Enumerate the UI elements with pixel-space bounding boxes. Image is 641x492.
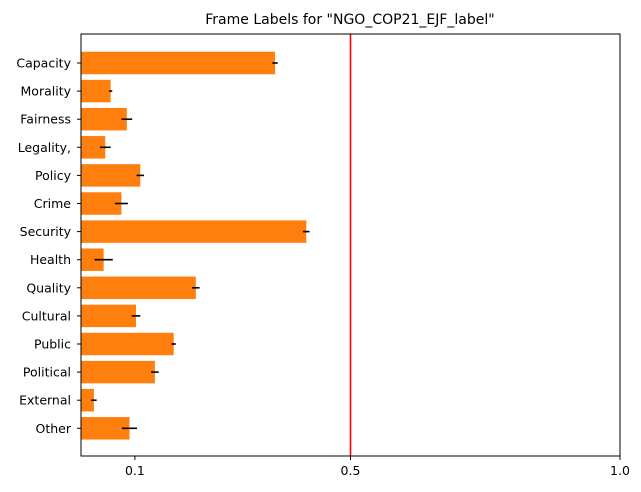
bar-policy (81, 164, 141, 187)
x-tick-label: 1.0 (610, 463, 630, 478)
y-tick-label-cultural: Cultural (22, 308, 71, 323)
y-tick-label-fairness: Fairness (20, 112, 71, 127)
bar-legality (81, 136, 106, 159)
y-tick-label-legality: Legality, (18, 140, 71, 155)
y-tick-label-other: Other (36, 421, 72, 436)
bar-cultural (81, 304, 136, 328)
y-tick-label-external: External (19, 393, 71, 408)
y-tick-label-crime: Crime (34, 196, 72, 211)
error-bars-layer (91, 62, 310, 430)
bar-security (81, 220, 307, 243)
bar-political (81, 360, 155, 384)
bar-external (81, 388, 94, 412)
bar-other (81, 417, 130, 440)
y-tick-label-health: Health (30, 252, 71, 267)
y-tick-label-security: Security (20, 224, 72, 239)
bar-fairness (81, 107, 127, 131)
y-tick-label-quality: Quality (26, 280, 71, 295)
y-tick-label-capacity: Capacity (16, 56, 71, 71)
bars-layer (81, 51, 307, 440)
y-tick-label-political: Political (23, 365, 71, 380)
plot-frame (80, 33, 621, 457)
bar-health (81, 248, 104, 271)
bar-quality (81, 276, 196, 300)
x-tick-label: 0.5 (341, 463, 361, 478)
bar-morality (81, 79, 111, 103)
bar-public (81, 332, 174, 356)
y-tick-label-morality: Morality (21, 84, 72, 99)
y-tick-label-policy: Policy (35, 168, 72, 183)
chart-title: Frame Labels for "NGO_COP21_EJF_label" (205, 12, 494, 28)
bar-capacity (81, 51, 276, 75)
bar-crime (81, 192, 122, 215)
y-axis: Capacity Morality Fairness Legality, Policy C… (16, 56, 81, 436)
x-axis: 0.1 0.5 1.0 (125, 456, 630, 478)
y-tick-label-public: Public (34, 337, 71, 352)
x-tick-label: 0.1 (125, 463, 145, 478)
